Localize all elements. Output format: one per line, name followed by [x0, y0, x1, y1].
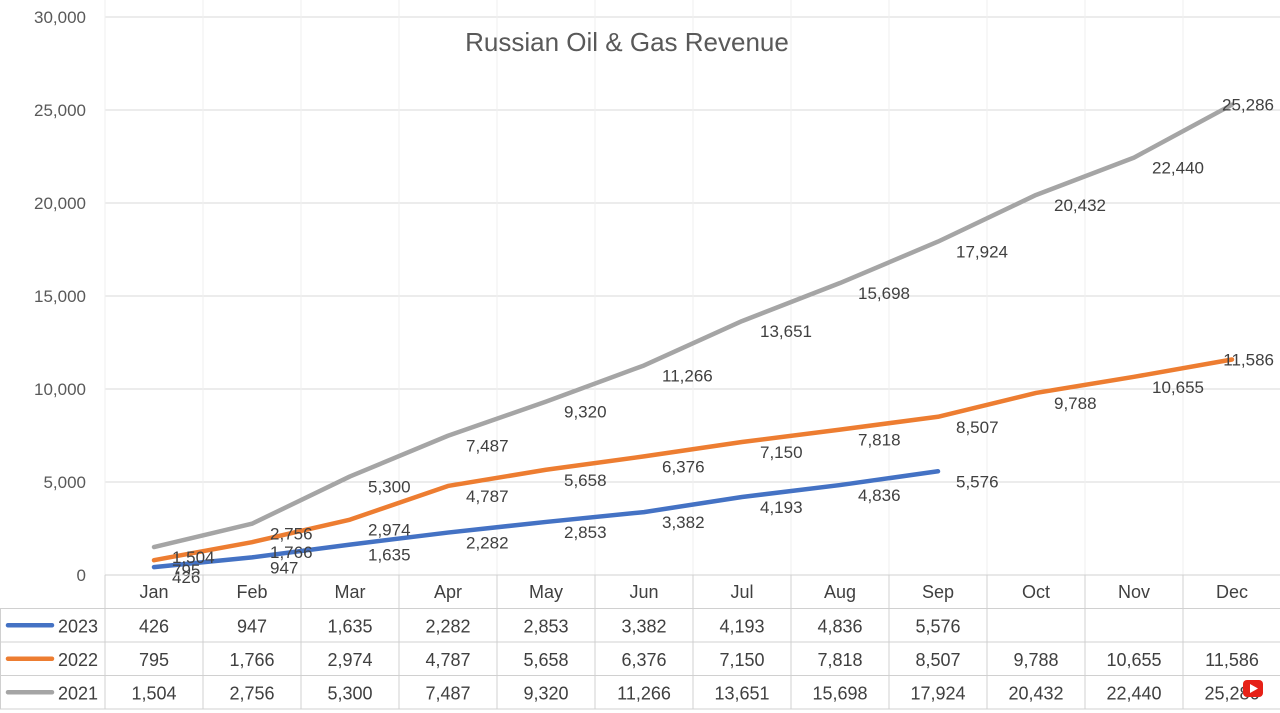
table-cell: 15,698: [812, 683, 867, 703]
data-label-2021: 13,651: [760, 322, 812, 341]
table-cell: 1,635: [327, 616, 372, 636]
data-label-2022: 11,586: [1223, 351, 1274, 370]
data-label-2022: 4,787: [466, 487, 509, 506]
y-tick-label: 20,000: [34, 194, 86, 213]
table-cell: 10,655: [1106, 650, 1161, 670]
data-labels: 426 947 1,635 2,282 2,853 3,382 4,193 4,836 5,57…: [172, 96, 1274, 587]
table-cell: 2,282: [425, 616, 470, 636]
gridlines: [104, 0, 1280, 576]
series-line-2023: [151, 469, 941, 570]
x-tick-label: Oct: [1022, 582, 1050, 602]
table-cell: 5,576: [915, 616, 960, 636]
table-cell: 4,836: [817, 616, 862, 636]
data-label-2021: 15,698: [858, 284, 910, 303]
table-cell: 5,300: [327, 683, 372, 703]
data-label-2022: 8,507: [956, 418, 999, 437]
chart-title: Russian Oil & Gas Revenue: [465, 27, 789, 57]
data-label-2022: 9,788: [1054, 394, 1097, 413]
y-tick-label: 5,000: [43, 473, 86, 492]
y-tick-label: 0: [77, 566, 86, 585]
series-lines: [151, 102, 1235, 570]
data-label-2022: 2,974: [368, 521, 411, 540]
table-cell: 7,150: [719, 650, 764, 670]
youtube-icon: [1243, 680, 1263, 697]
table-cell: 7,487: [425, 683, 470, 703]
x-tick-label: Nov: [1118, 582, 1150, 602]
data-label-2021: 9,320: [564, 403, 607, 422]
data-label-2023: 1,635: [368, 546, 411, 565]
table-cell: 3,382: [621, 616, 666, 636]
x-tick-label: Mar: [335, 582, 366, 602]
table-cell: 17,924: [910, 683, 965, 703]
series-line-2021: [151, 102, 1235, 550]
table-cell: 7,818: [817, 650, 862, 670]
data-label-2023: 947: [270, 558, 298, 577]
table-cell: 11,586: [1205, 650, 1259, 670]
series-line-2022: [151, 357, 1235, 563]
table-cell: 795: [139, 650, 169, 670]
table-cell: 4,787: [425, 650, 470, 670]
data-label-2021: 11,266: [662, 366, 713, 385]
table-cell: 2,756: [229, 683, 274, 703]
data-label-2021: 7,487: [466, 437, 509, 456]
data-label-2023: 2,282: [466, 534, 509, 553]
table-cell: 5,658: [523, 650, 568, 670]
table-cell: 2,853: [523, 616, 568, 636]
table-cell: 426: [139, 616, 169, 636]
table-cell: 4,193: [719, 616, 764, 636]
y-axis-ticks: 0 5,000 10,000 15,000 20,000 25,000 30,000: [34, 8, 86, 585]
legend-label: 2023: [58, 616, 98, 636]
x-tick-label: Feb: [236, 582, 267, 602]
data-label-2023: 2,853: [564, 523, 607, 542]
data-label-2023: 5,576: [956, 472, 999, 491]
table-cell: 947: [237, 616, 267, 636]
data-label-2021: 1,504: [172, 548, 215, 567]
table-cell: 13,651: [714, 683, 769, 703]
data-label-2023: 4,836: [858, 486, 901, 505]
table-cell: 1,504: [131, 683, 176, 703]
data-label-2021: 22,440: [1152, 159, 1204, 178]
data-label-2021: 20,432: [1054, 196, 1106, 215]
data-label-2022: 1,766: [270, 543, 313, 562]
data-label-2021: 5,300: [368, 477, 411, 496]
legend-label: 2022: [58, 650, 98, 670]
data-label-2023: 3,382: [662, 513, 705, 532]
y-tick-label: 10,000: [34, 380, 86, 399]
table-cell: 8,507: [915, 650, 960, 670]
data-label-2022: 6,376: [662, 457, 705, 476]
table-cell: 9,788: [1013, 650, 1058, 670]
table-cell: 1,766: [229, 650, 274, 670]
legend-label: 2021: [58, 683, 98, 703]
table-cell: 11,266: [617, 683, 671, 703]
x-tick-label: Sep: [922, 582, 954, 602]
y-tick-label: 15,000: [34, 287, 86, 306]
x-tick-label: Jan: [139, 582, 168, 602]
x-tick-label: Aug: [824, 582, 856, 602]
data-label-2023: 426: [172, 568, 200, 587]
data-label-2022: 7,818: [858, 431, 901, 450]
table-cell: 20,432: [1008, 683, 1063, 703]
data-table: Jan Feb Mar Apr May Jun Jul Aug Sep Oct Nov Dec 2023…: [0, 574, 1280, 710]
y-tick-label: 30,000: [34, 8, 86, 27]
table-cell: 6,376: [621, 650, 666, 670]
x-tick-label: Apr: [434, 582, 462, 602]
data-label-2022: 7,150: [760, 443, 803, 462]
data-label-2022: 5,658: [564, 471, 607, 490]
data-label-2021: 2,756: [270, 525, 313, 544]
x-tick-label: Jul: [730, 582, 753, 602]
table-cell: 9,320: [523, 683, 568, 703]
x-tick-label: May: [529, 582, 563, 602]
data-label-2021: 17,924: [956, 243, 1008, 262]
y-tick-label: 25,000: [34, 101, 86, 120]
x-tick-label: Dec: [1216, 582, 1248, 602]
x-tick-label: Jun: [629, 582, 658, 602]
table-cell: 22,440: [1106, 683, 1161, 703]
table-cell: 2,974: [327, 650, 372, 670]
data-label-2021: 25,286: [1222, 96, 1274, 115]
data-label-2022: 10,655: [1152, 378, 1204, 397]
data-label-2023: 4,193: [760, 498, 803, 517]
